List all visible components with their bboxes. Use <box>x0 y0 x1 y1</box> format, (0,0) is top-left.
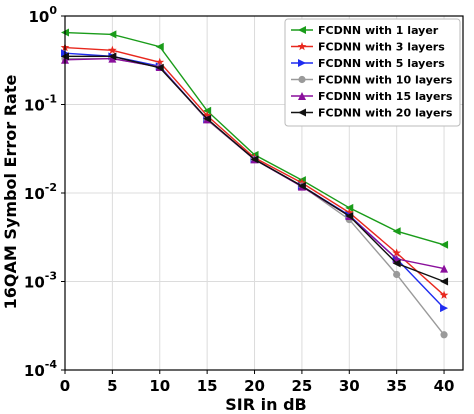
data-point <box>345 203 354 212</box>
x-tick-labels: 0 5 10 15 20 25 30 35 40 <box>60 370 455 395</box>
x-tick-label: 25 <box>291 377 312 395</box>
y-tick-label: 10-4 <box>24 358 57 380</box>
x-tick-label: 10 <box>149 377 170 395</box>
data-point <box>440 240 449 249</box>
x-axis-label: SIR in dB <box>225 395 306 414</box>
x-tick-label: 0 <box>60 377 70 395</box>
legend-label: FCDNN with 1 layer <box>318 24 439 37</box>
x-tick-label: 35 <box>386 377 407 395</box>
legend-label: FCDNN with 3 layers <box>318 41 445 54</box>
data-point <box>393 270 401 279</box>
data-point <box>108 52 117 61</box>
legend-label: FCDNN with 15 layers <box>318 90 453 103</box>
x-tick-label: 20 <box>244 377 265 395</box>
legend-marker <box>297 41 307 51</box>
legend-marker <box>298 59 306 67</box>
legend-marker <box>298 75 306 84</box>
data-point <box>155 42 164 51</box>
data-point <box>202 110 212 120</box>
data-point <box>440 304 449 313</box>
data-point <box>440 331 448 339</box>
y-tick-label: 10-3 <box>24 270 57 292</box>
legend: FCDNN with 1 layer FCDNN with 3 layers FCD… <box>284 18 461 127</box>
y-tick-labels: 10-4 10-3 10-2 10-1 100 <box>24 4 65 380</box>
legend-item: FCDNN with 10 layers <box>291 74 453 87</box>
y-tick-label: 10-2 <box>24 181 57 203</box>
legend-marker <box>298 108 306 117</box>
legend-item: FCDNN with 3 layers <box>291 41 445 54</box>
data-point <box>155 63 164 72</box>
y-tick-label: 100 <box>28 4 57 26</box>
x-tick-label: 40 <box>434 377 455 395</box>
legend-item: FCDNN with 1 layer <box>291 24 439 37</box>
data-point <box>203 114 212 123</box>
legend-label: FCDNN with 20 layers <box>318 107 453 120</box>
data-point <box>439 290 449 299</box>
data-point <box>440 264 449 273</box>
data-point <box>108 54 117 63</box>
legend-item: FCDNN with 5 layers <box>291 57 445 70</box>
series-6 <box>61 52 449 286</box>
data-point <box>392 248 402 257</box>
data-point <box>250 155 259 164</box>
legend-label: FCDNN with 5 layers <box>318 57 445 70</box>
data-point <box>392 259 401 268</box>
data-point <box>108 45 117 54</box>
data-point <box>203 106 212 115</box>
x-tick-label: 30 <box>339 377 360 395</box>
data-point <box>392 227 401 236</box>
legend-box <box>284 18 461 127</box>
data-point <box>155 57 165 66</box>
x-tick-label: 15 <box>197 377 218 395</box>
y-tick-label: 10-1 <box>24 93 57 115</box>
data-point <box>440 277 449 286</box>
legend-marker <box>298 26 306 34</box>
data-point <box>345 211 354 220</box>
data-point <box>108 30 117 39</box>
data-point <box>297 181 306 190</box>
legend-marker <box>298 92 306 100</box>
legend-item: FCDNN with 20 layers <box>291 107 453 120</box>
legend-item: FCDNN with 15 layers <box>291 90 453 103</box>
x-tick-label: 5 <box>107 377 117 395</box>
series-layer <box>60 28 449 339</box>
y-axis-label: 16QAM Symbol Error Rate <box>1 75 20 310</box>
legend-label: FCDNN with 10 layers <box>318 74 453 87</box>
